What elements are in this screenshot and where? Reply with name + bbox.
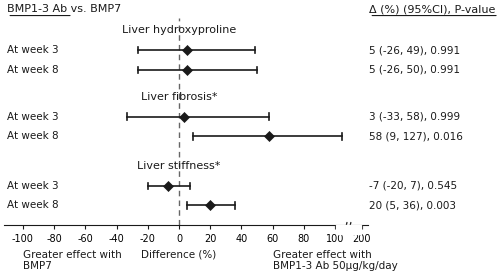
Text: 5 (-26, 50), 0.991: 5 (-26, 50), 0.991 xyxy=(370,65,460,75)
Bar xyxy=(336,225,361,234)
Text: 20 (5, 36), 0.003: 20 (5, 36), 0.003 xyxy=(370,200,456,210)
Text: Greater effect with
BMP1-3 Ab 50μg/kg/day: Greater effect with BMP1-3 Ab 50μg/kg/da… xyxy=(272,250,398,271)
Text: At week 3: At week 3 xyxy=(8,45,59,55)
Text: At week 8: At week 8 xyxy=(8,65,59,75)
Text: At week 8: At week 8 xyxy=(8,131,59,141)
Text: Δ (%) (95%CI), P-value: Δ (%) (95%CI), P-value xyxy=(370,4,496,14)
Text: At week 3: At week 3 xyxy=(8,181,59,191)
Text: 58 (9, 127), 0.016: 58 (9, 127), 0.016 xyxy=(370,131,463,141)
Text: Greater effect with
BMP7: Greater effect with BMP7 xyxy=(23,250,122,271)
Text: At week 8: At week 8 xyxy=(8,200,59,210)
Text: Liver stiffness*: Liver stiffness* xyxy=(138,161,220,171)
Text: -7 (-20, 7), 0.545: -7 (-20, 7), 0.545 xyxy=(370,181,458,191)
Text: Liver hydroxyproline: Liver hydroxyproline xyxy=(122,25,236,35)
Text: 5 (-26, 49), 0.991: 5 (-26, 49), 0.991 xyxy=(370,45,460,55)
Text: BMP1-3 Ab vs. BMP7: BMP1-3 Ab vs. BMP7 xyxy=(8,4,121,14)
Text: 3 (-33, 58), 0.999: 3 (-33, 58), 0.999 xyxy=(370,112,460,122)
Text: Liver fibrosis*: Liver fibrosis* xyxy=(140,92,217,102)
Text: At week 3: At week 3 xyxy=(8,112,59,122)
Text: Difference (%): Difference (%) xyxy=(142,250,216,260)
